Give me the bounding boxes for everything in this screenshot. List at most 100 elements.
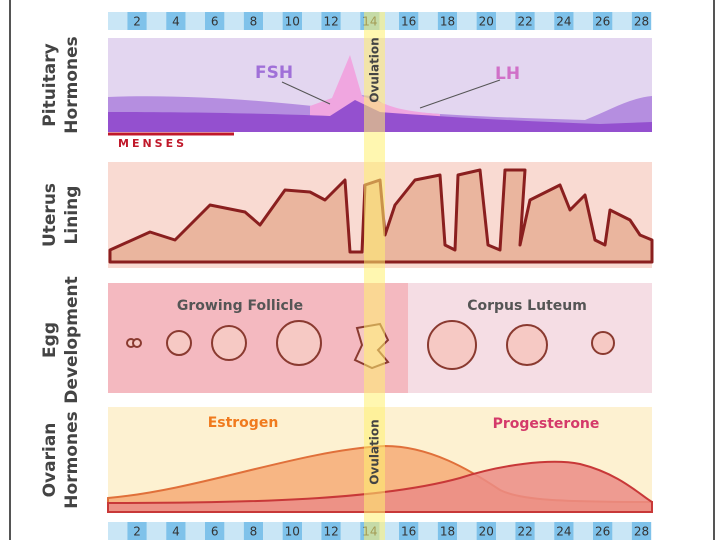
day-cell — [205, 522, 225, 540]
day-cell — [554, 522, 574, 540]
day-label: 16 — [401, 15, 416, 29]
day-label: 8 — [250, 525, 258, 539]
day-cell — [185, 12, 205, 30]
day-cell — [321, 12, 341, 30]
day-cell — [166, 12, 186, 30]
day-cell — [127, 522, 147, 540]
panel-label: Egg — [40, 322, 60, 358]
day-cell — [437, 522, 458, 540]
day-cell — [476, 522, 496, 540]
day-label: 28 — [634, 525, 649, 539]
day-cell — [263, 522, 283, 540]
day-label: 12 — [323, 15, 338, 29]
day-cell — [108, 522, 128, 540]
ovulation-label: Ovulation — [368, 419, 382, 484]
fsh-label: FSH — [255, 63, 293, 83]
day-label: 8 — [250, 15, 258, 29]
day-cell — [418, 522, 438, 540]
day-label: 2 — [133, 525, 141, 539]
day-label: 4 — [172, 525, 180, 539]
day-label: 10 — [285, 15, 300, 29]
follicle — [211, 325, 247, 361]
follicle — [132, 338, 142, 348]
ovulation-band — [364, 12, 385, 540]
corpus-luteum — [427, 320, 477, 370]
day-cell — [146, 12, 167, 30]
day-label: 12 — [323, 525, 338, 539]
day-cell — [185, 522, 205, 540]
day-cell — [166, 522, 186, 540]
panel-label: Hormones — [62, 411, 82, 508]
corpus-luteum — [591, 331, 615, 355]
day-cell — [224, 12, 244, 30]
panel-label: Development — [62, 276, 82, 403]
day-cell — [146, 522, 167, 540]
day-cell — [282, 12, 302, 30]
day-cell — [302, 522, 322, 540]
progesterone-area — [107, 460, 653, 513]
estrogen-label: Estrogen — [208, 415, 279, 431]
menses-label: MENSES — [118, 137, 187, 150]
follicle-panel — [108, 283, 408, 393]
day-label: 24 — [556, 525, 571, 539]
day-cell — [321, 522, 341, 540]
progesterone-label: Progesterone — [493, 416, 600, 432]
day-label: 22 — [517, 525, 532, 539]
day-cell — [457, 12, 477, 30]
day-cell — [554, 12, 574, 30]
day-cell — [496, 522, 516, 540]
lh-pointer — [419, 79, 501, 109]
lh-label: LH — [495, 64, 520, 84]
day-cell — [399, 12, 419, 30]
day-label: 24 — [556, 15, 571, 29]
day-label: 10 — [285, 525, 300, 539]
day-cell — [515, 12, 535, 30]
day-cell — [399, 522, 419, 540]
day-cell — [340, 522, 361, 540]
day-cell — [515, 522, 535, 540]
day-label: 22 — [517, 15, 532, 29]
panel-label: Hormones — [62, 36, 82, 133]
day-cell — [340, 12, 361, 30]
day-label: 20 — [479, 15, 494, 29]
day-cell — [612, 522, 632, 540]
corpus-luteum-label: Corpus Luteum — [467, 298, 587, 314]
day-cell — [127, 12, 147, 30]
panel-label: Ovarian — [40, 423, 60, 498]
day-cell — [282, 522, 302, 540]
day-cell — [243, 12, 264, 30]
day-cell — [593, 12, 613, 30]
day-cell — [631, 522, 652, 540]
day-cell — [263, 12, 283, 30]
day-cell — [534, 12, 555, 30]
day-bar-top: 246810121416182022242628 — [108, 12, 652, 30]
day-label: 16 — [401, 525, 416, 539]
day-cell — [573, 12, 593, 30]
day-label: 4 — [172, 15, 180, 29]
day-cell — [593, 522, 613, 540]
day-label: 28 — [634, 15, 649, 29]
day-label: 26 — [595, 15, 610, 29]
day-cell — [534, 522, 555, 540]
day-cell — [243, 522, 264, 540]
fsh-pointer — [281, 81, 331, 105]
growing-follicle-label: Growing Follicle — [177, 298, 303, 314]
day-cell — [108, 12, 128, 30]
day-cell — [224, 522, 244, 540]
day-cell — [418, 12, 438, 30]
day-label: 6 — [211, 15, 219, 29]
day-label: 26 — [595, 525, 610, 539]
day-label: 18 — [440, 525, 455, 539]
panel-label: Pituitary — [40, 43, 60, 126]
ovulation-label: Ovulation — [368, 37, 382, 102]
day-label: 6 — [211, 525, 219, 539]
day-cell — [437, 12, 458, 30]
day-cell — [496, 12, 516, 30]
follicle — [166, 330, 192, 356]
day-cell — [631, 12, 652, 30]
day-label: 2 — [133, 15, 141, 29]
day-label: 18 — [440, 15, 455, 29]
day-cell — [573, 522, 593, 540]
panel-label: Lining — [62, 186, 82, 245]
